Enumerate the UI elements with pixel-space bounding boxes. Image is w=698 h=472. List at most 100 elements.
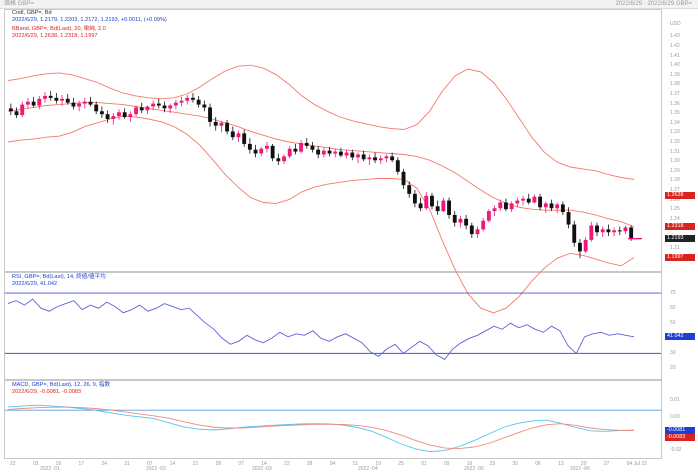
candle-body [225,122,230,132]
candle-body [65,98,70,103]
x-tick-label: 20 [580,461,587,467]
candle-body [219,122,224,126]
x-tick-label: 23 [489,461,496,467]
candle-body [589,225,594,240]
candle-body [43,95,47,99]
rsi-info-line1: RSI, GBP=, Bd(Last), 14, 終値/値平均 [12,274,106,280]
rsi-tick-label: 30 [670,350,676,357]
rsi-tick-label: 60 [670,305,676,312]
price-panel[interactable] [4,9,662,272]
candle-body [179,100,184,103]
x-tick-label: 01 [421,461,427,467]
rsi-tick-label: 70 [670,290,676,297]
candle-body [156,103,161,106]
candle-body [441,200,446,212]
x-tick-label: 07 [147,461,153,467]
price-tag: 1.2193 [665,235,695,243]
x-tick-label: 14 [261,461,267,467]
price-tick-label: 1.35 [670,110,680,117]
rsi-line [7,298,635,360]
x-month-label: 2022 -05 [464,466,484,472]
candle-body [77,103,82,107]
x-tick-label: 04 Jul 22 [626,461,647,467]
candle-body [515,200,520,204]
x-tick-label: 28 [215,461,222,467]
candle-body [60,98,64,101]
x-month-label: 2022 -02 [146,466,166,472]
x-tick-label: 11 [352,461,358,467]
rsi-y-axis: 70605040302041.042 [662,272,698,380]
candle-body [82,101,87,104]
candle-body [168,105,173,109]
title-bar-left: 価格 GBP= [4,1,34,7]
candle-body [25,101,30,105]
price-tick-label: 1.36 [670,100,680,107]
candle-body [99,111,104,115]
candle-body [48,95,53,98]
candle-body [521,198,525,201]
x-tick-label: 19 [375,461,381,467]
candle-body [492,208,497,212]
candle-body [350,152,355,158]
title-bar-right: 2022/6/29 · 2022/6/29 GBP= [615,1,692,7]
candle-body [20,104,25,116]
candle-body [498,202,503,209]
price-tick-label: 1.37 [670,91,680,97]
candle-body [486,211,491,221]
candle-body [287,148,292,157]
price-tick-label: 1.40 [670,62,680,69]
bband-middle-line [7,102,635,228]
candle-body [105,114,110,119]
x-tick-label: 09 [443,461,450,467]
candle-body [464,218,469,226]
x-tick-label: 22 [284,461,290,467]
candle-body [270,145,275,159]
candle-body [316,149,321,155]
price-tag: 1.2638 [665,192,695,200]
rsi-panel[interactable] [4,272,662,380]
candle-body [208,107,212,122]
candle-body [299,142,304,152]
candle-body [458,218,463,223]
macd-tag: -0.0083 [665,433,695,441]
candle-body [475,229,480,235]
candle-body [134,107,138,115]
candle-body [344,152,349,156]
candle-body [361,154,366,160]
candle-body [293,148,298,152]
candle-body [14,111,19,116]
candle-body [54,97,59,101]
macd-tick-label: -0.02 [670,446,682,453]
x-tick-label: 06 [535,461,541,467]
price-tick-label: 1.32 [670,139,680,145]
price-y-axis: USD 1.43 1.42 1.41 1.40 1.39 1.38 1.37 1.36 1.35… [662,9,698,272]
price-tag: 1.1997 [665,253,695,261]
candle-body [543,203,548,208]
candle-body [71,102,76,107]
candle-body [612,230,617,233]
price-tag: 1.2318 [665,223,695,231]
candle-body [595,225,599,233]
candle-body [338,151,343,156]
x-month-label: 2022 -04 [358,466,378,472]
price-tick-label: 1.29 [670,167,680,174]
candle-body [469,225,474,235]
currency-label: USD [670,21,681,27]
candle-body [253,149,258,154]
bband-lower-line [7,115,635,314]
candle-body [94,104,99,112]
rsi-tick-label: 20 [670,365,676,372]
price-tick-label: 1.43 [670,33,680,40]
macd-y-axis: 0.010.00-0.01-0.02-0.0081-0.0083 [662,380,698,459]
candle-body [8,108,13,112]
candle-body [509,203,514,210]
candle-body [560,204,565,213]
macd-info-line2: 2022/6/29, -0.0081, -0.0083 [12,389,82,395]
candle-body [384,156,389,159]
rsi-tag: 41.042 [665,333,695,341]
candle-body [629,227,634,239]
macd-panel[interactable] [4,380,662,459]
x-month-label: 2022 -01 [40,466,60,472]
candle-body [481,220,486,230]
